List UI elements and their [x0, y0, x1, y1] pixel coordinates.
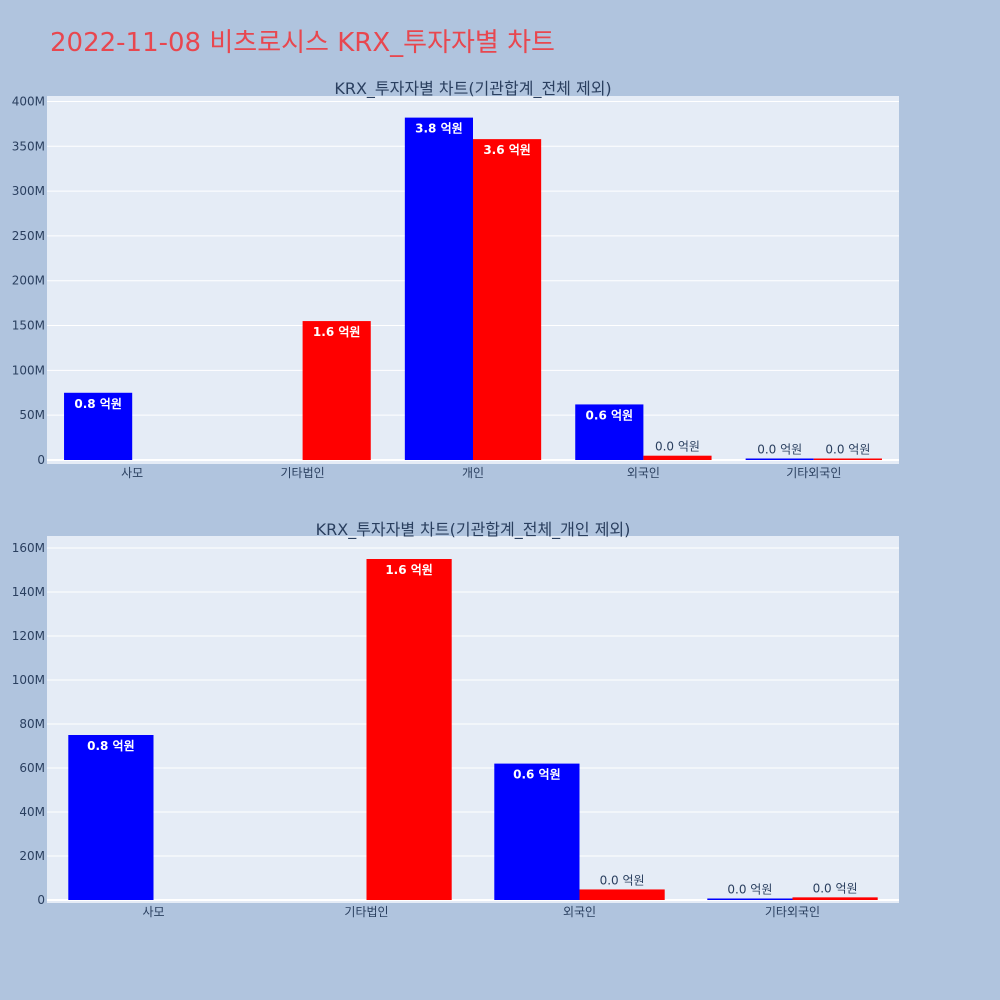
bar-data-label: 0.6 억원 — [586, 408, 634, 422]
y-tick-label: 60M — [19, 761, 45, 775]
bar-data-label: 0.0 억원 — [757, 443, 802, 457]
bar-data-label: 3.6 억원 — [483, 143, 531, 157]
bar — [473, 139, 542, 461]
y-tick-label: 0 — [37, 893, 45, 907]
x-tick-label: 기타외국인 — [765, 905, 820, 919]
y-tick-label: 80M — [19, 717, 45, 731]
y-tick-label: 400M — [12, 94, 45, 108]
bar — [745, 458, 814, 460]
bar — [64, 392, 133, 460]
y-tick-label: 40M — [19, 805, 45, 819]
bar — [813, 458, 882, 460]
y-tick-label: 100M — [12, 363, 45, 377]
x-tick-label: 외국인 — [563, 905, 596, 919]
chart-title: KRX_투자자별 차트(기관합계_전체_개인 제외) — [316, 520, 631, 540]
bar — [579, 889, 665, 900]
y-tick-label: 350M — [12, 139, 45, 153]
bar — [404, 117, 473, 461]
y-tick-label: 20M — [19, 849, 45, 863]
bar-data-label: 0.8 억원 — [74, 397, 122, 411]
x-tick-label: 기타법인 — [281, 466, 325, 480]
chart-title: KRX_투자자별 차트(기관합계_전체 제외) — [334, 79, 611, 99]
bar — [494, 763, 580, 900]
x-tick-label: 사모 — [121, 466, 143, 480]
bar-data-label: 0.6 억원 — [513, 768, 561, 782]
bar — [366, 559, 452, 900]
bar — [575, 404, 644, 460]
bar — [707, 898, 793, 900]
bar-chart-top: KRX_투자자별 차트(기관합계_전체 제외) 0 50M 100M 150M 200M 2… — [12, 79, 899, 480]
y-tick-label: 250M — [12, 229, 45, 243]
y-tick-label: 300M — [12, 184, 45, 198]
y-tick-label: 0 — [37, 453, 45, 467]
bar-data-label: 1.6 억원 — [385, 563, 433, 577]
bar — [643, 455, 712, 460]
y-tick-label: 120M — [12, 629, 45, 643]
y-tick-label: 150M — [12, 319, 45, 333]
bar — [792, 897, 878, 900]
bar-data-label: 0.0 억원 — [813, 881, 858, 895]
x-tick-label: 개인 — [462, 466, 484, 480]
page-title: 2022-11-08 비츠로시스 KRX_투자자별 차트 — [50, 28, 555, 58]
bar — [302, 321, 371, 460]
x-tick-label: 기타법인 — [344, 905, 388, 919]
x-tick-label: 사모 — [142, 905, 164, 919]
bar-data-label: 0.0 억원 — [727, 883, 772, 897]
bar-data-label: 0.8 억원 — [87, 739, 135, 753]
y-tick-label: 140M — [12, 585, 45, 599]
x-tick-label: 외국인 — [627, 466, 660, 480]
bar-data-label: 1.6 억원 — [313, 325, 361, 339]
plot-area — [47, 536, 899, 903]
y-tick-label: 100M — [12, 673, 45, 687]
bar-data-label: 3.8 억원 — [415, 122, 463, 136]
y-tick-label: 50M — [19, 408, 45, 422]
bar-data-label: 0.0 억원 — [655, 440, 700, 454]
bar — [68, 735, 154, 900]
y-tick-label: 200M — [12, 274, 45, 288]
x-tick-label: 기타외국인 — [786, 466, 841, 480]
y-tick-label: 160M — [12, 541, 45, 555]
bar-data-label: 0.0 억원 — [600, 873, 645, 887]
bar-data-label: 0.0 억원 — [825, 443, 870, 457]
